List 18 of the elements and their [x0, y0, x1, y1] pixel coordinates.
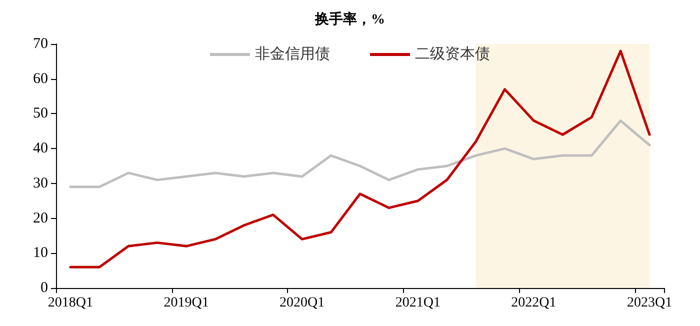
y-tick-label: 30: [33, 175, 48, 192]
y-tick-label: 60: [33, 70, 48, 87]
legend-label: 非金信用债: [255, 46, 330, 62]
y-tick-label: 10: [33, 245, 48, 262]
y-tick-label: 20: [33, 210, 48, 226]
legend-label: 二级资本债: [415, 46, 490, 62]
line-series: [69, 119, 651, 188]
x-tick-label: 2021Q1: [395, 296, 440, 310]
x-tick-label: 2018Q1: [48, 296, 94, 310]
x-tick-label: 2019Q1: [164, 296, 209, 310]
x-tick-label: 2023Q1: [626, 296, 672, 310]
y-tick-label: 50: [33, 106, 48, 122]
x-tick-label: 2020Q1: [280, 296, 325, 310]
y-tick-label: 40: [33, 140, 48, 157]
chart-title: 换手率，%: [314, 10, 385, 28]
x-tick-label: 2022Q1: [511, 296, 556, 310]
y-tick-label: 70: [33, 36, 48, 52]
y-tick-label: 0: [40, 280, 48, 296]
